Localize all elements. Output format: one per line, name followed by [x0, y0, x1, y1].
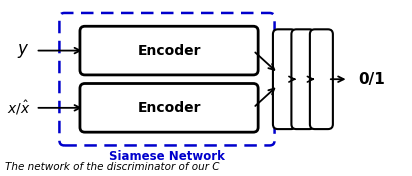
- FancyBboxPatch shape: [291, 29, 314, 129]
- FancyBboxPatch shape: [273, 29, 296, 129]
- Text: $y$: $y$: [17, 42, 30, 60]
- FancyBboxPatch shape: [310, 29, 333, 129]
- Text: 0/1: 0/1: [359, 72, 386, 87]
- Text: Encoder: Encoder: [137, 101, 201, 115]
- Text: $x/\hat{x}$: $x/\hat{x}$: [7, 99, 31, 117]
- Text: Encoder: Encoder: [137, 44, 201, 58]
- FancyBboxPatch shape: [80, 83, 258, 132]
- FancyBboxPatch shape: [80, 26, 258, 75]
- Text: Siamese Network: Siamese Network: [109, 150, 225, 163]
- Text: The network of the discriminator of our C: The network of the discriminator of our …: [5, 162, 219, 172]
